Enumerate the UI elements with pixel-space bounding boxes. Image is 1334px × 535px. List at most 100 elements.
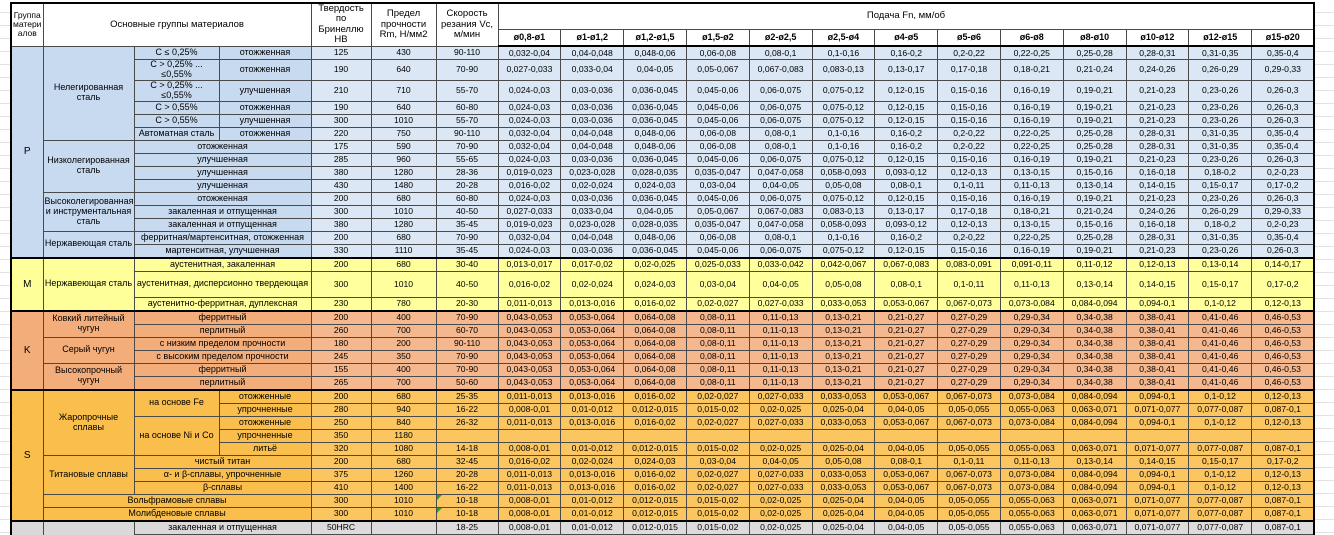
- feed-cell[interactable]: [937, 428, 1001, 443]
- header-diameter-10[interactable]: ø10-ø12: [1125, 28, 1190, 48]
- header-materials-column[interactable]: Основные группы материалов: [42, 2, 312, 47]
- feed-cell[interactable]: 0,04-0,05: [748, 270, 813, 298]
- header-diameter-12[interactable]: ø15-ø20: [1251, 28, 1315, 48]
- feed-cell[interactable]: 0,12-0,13: [937, 217, 1001, 232]
- strength-cell[interactable]: 700: [370, 375, 437, 391]
- hardness-cell[interactable]: 190: [310, 100, 372, 115]
- feed-cell[interactable]: 0,02-0,024: [560, 178, 625, 193]
- feed-cell[interactable]: 0,011-0,013: [497, 467, 562, 482]
- feed-cell[interactable]: 0,087-0,1: [1251, 493, 1315, 508]
- condition-cell[interactable]: C ≤ 0,25%: [133, 45, 220, 61]
- feed-cell[interactable]: 0,016-0,02: [497, 178, 562, 193]
- feed-cell[interactable]: 0,12-0,13: [1251, 296, 1315, 312]
- feed-cell[interactable]: 0,26-0,29: [1188, 204, 1253, 219]
- feed-cell[interactable]: 0,015-0,02: [685, 441, 750, 456]
- condition-cell[interactable]: C > 0,55%: [133, 113, 220, 128]
- feed-cell[interactable]: 0,06-0,075: [748, 191, 813, 206]
- feed-cell[interactable]: 0,008-0,01: [497, 493, 562, 508]
- condition-cell[interactable]: β-сплавы: [133, 480, 312, 495]
- condition-cell[interactable]: отожженные: [218, 388, 312, 404]
- feed-cell[interactable]: 0,094-0,1: [1125, 388, 1190, 404]
- feed-cell[interactable]: 0,2-0,23: [1251, 217, 1315, 232]
- feed-cell[interactable]: 0,21-0,27: [874, 323, 939, 338]
- condition-cell[interactable]: закаленная и отпущенная: [133, 217, 312, 232]
- feed-cell[interactable]: 0,045-0,06: [685, 113, 750, 128]
- feed-cell[interactable]: 0,064-0,08: [623, 349, 687, 364]
- feed-cell[interactable]: 0,083-0,13: [811, 59, 876, 82]
- feed-cell[interactable]: 0,033-0,053: [811, 467, 876, 482]
- feed-cell[interactable]: 0,047-0,058: [748, 165, 813, 180]
- feed-cell[interactable]: 0,03-0,036: [560, 243, 625, 259]
- header-diameter-2[interactable]: ø1,2-ø1,5: [623, 28, 687, 48]
- feed-cell[interactable]: 0,12-0,13: [1251, 415, 1315, 430]
- feed-cell[interactable]: 0,35-0,4: [1251, 126, 1315, 141]
- header-diameter-3[interactable]: ø1,5-ø2: [685, 28, 750, 48]
- material-cell[interactable]: на основе Ni и Co: [133, 415, 220, 456]
- feed-cell[interactable]: 0,016-0,02: [623, 415, 687, 430]
- feed-cell[interactable]: 0,011-0,013: [497, 296, 562, 312]
- feed-cell[interactable]: 0,053-0,067: [874, 388, 939, 404]
- feed-cell[interactable]: 0,1-0,16: [811, 230, 876, 245]
- feed-cell[interactable]: 0,29-0,34: [999, 375, 1064, 391]
- condition-cell[interactable]: улучшенная: [133, 178, 312, 193]
- speed-cell[interactable]: 50-60: [435, 375, 499, 391]
- feed-cell[interactable]: 0,016-0,02: [497, 454, 562, 469]
- feed-cell[interactable]: 0,064-0,08: [623, 323, 687, 338]
- feed-cell[interactable]: 0,28-0,31: [1125, 45, 1190, 61]
- hardness-cell[interactable]: 300: [310, 270, 372, 298]
- feed-cell[interactable]: 0,033-0,053: [811, 388, 876, 404]
- feed-cell[interactable]: 0,18-0,21: [999, 59, 1064, 82]
- speed-cell[interactable]: 40-50: [435, 270, 499, 298]
- feed-cell[interactable]: 0,024-0,03: [623, 454, 687, 469]
- strength-cell[interactable]: 430: [370, 45, 437, 61]
- hardness-cell[interactable]: 300: [310, 506, 372, 522]
- feed-cell[interactable]: 0,29-0,34: [999, 349, 1064, 364]
- condition-cell[interactable]: перлитный: [133, 375, 312, 391]
- speed-cell[interactable]: 20-30: [435, 296, 499, 312]
- speed-cell[interactable]: 70-90: [435, 362, 499, 377]
- feed-cell[interactable]: [874, 428, 939, 443]
- feed-cell[interactable]: 0,012-0,015: [623, 441, 687, 456]
- feed-cell[interactable]: 0,46-0,53: [1251, 309, 1315, 325]
- feed-cell[interactable]: 0,19-0,21: [1062, 113, 1127, 128]
- hardness-cell[interactable]: 300: [310, 113, 372, 128]
- feed-cell[interactable]: [1125, 428, 1190, 443]
- feed-cell[interactable]: 0,01-0,012: [560, 402, 625, 417]
- feed-cell[interactable]: [1062, 428, 1127, 443]
- feed-cell[interactable]: 0,2-0,22: [937, 139, 1001, 154]
- feed-cell[interactable]: [623, 428, 687, 443]
- speed-cell[interactable]: 55-65: [435, 152, 499, 167]
- strength-cell[interactable]: 1400: [370, 480, 437, 495]
- feed-cell[interactable]: 0,045-0,06: [685, 243, 750, 259]
- feed-cell[interactable]: 0,055-0,063: [999, 441, 1064, 456]
- feed-cell[interactable]: 0,023-0,028: [560, 217, 625, 232]
- speed-cell[interactable]: 28-36: [435, 165, 499, 180]
- speed-cell[interactable]: 35-45: [435, 243, 499, 259]
- strength-cell[interactable]: 710: [370, 80, 437, 102]
- feed-cell[interactable]: 0,16-0,19: [999, 100, 1064, 115]
- feed-cell[interactable]: 0,045-0,06: [685, 191, 750, 206]
- speed-cell[interactable]: 90-110: [435, 126, 499, 141]
- speed-cell[interactable]: 14-18: [435, 441, 499, 456]
- feed-cell[interactable]: 0,1-0,12: [1188, 480, 1253, 495]
- feed-cell[interactable]: 0,067-0,083: [874, 256, 939, 272]
- hardness-cell[interactable]: 320: [310, 441, 372, 456]
- feed-cell[interactable]: 0,015-0,02: [685, 519, 750, 535]
- feed-cell[interactable]: 0,064-0,08: [623, 375, 687, 391]
- feed-cell[interactable]: 0,053-0,064: [560, 375, 625, 391]
- feed-cell[interactable]: 0,27-0,29: [937, 323, 1001, 338]
- feed-cell[interactable]: 0,045-0,06: [685, 152, 750, 167]
- feed-cell[interactable]: 0,26-0,3: [1251, 191, 1315, 206]
- feed-cell[interactable]: 0,043-0,053: [497, 323, 562, 338]
- feed-cell[interactable]: 0,043-0,053: [497, 349, 562, 364]
- feed-cell[interactable]: 0,019-0,023: [497, 165, 562, 180]
- feed-cell[interactable]: 0,033-0,04: [560, 204, 625, 219]
- feed-cell[interactable]: 0,067-0,073: [937, 296, 1001, 312]
- feed-cell[interactable]: 0,075-0,12: [811, 191, 876, 206]
- feed-cell[interactable]: 0,24-0,26: [1125, 204, 1190, 219]
- feed-cell[interactable]: 0,46-0,53: [1251, 336, 1315, 351]
- feed-cell[interactable]: 0,055-0,063: [999, 493, 1064, 508]
- feed-cell[interactable]: 0,16-0,18: [1125, 217, 1190, 232]
- feed-cell[interactable]: 0,13-0,21: [811, 362, 876, 377]
- condition-cell[interactable]: α- и β-сплавы, упрочненные: [133, 467, 312, 482]
